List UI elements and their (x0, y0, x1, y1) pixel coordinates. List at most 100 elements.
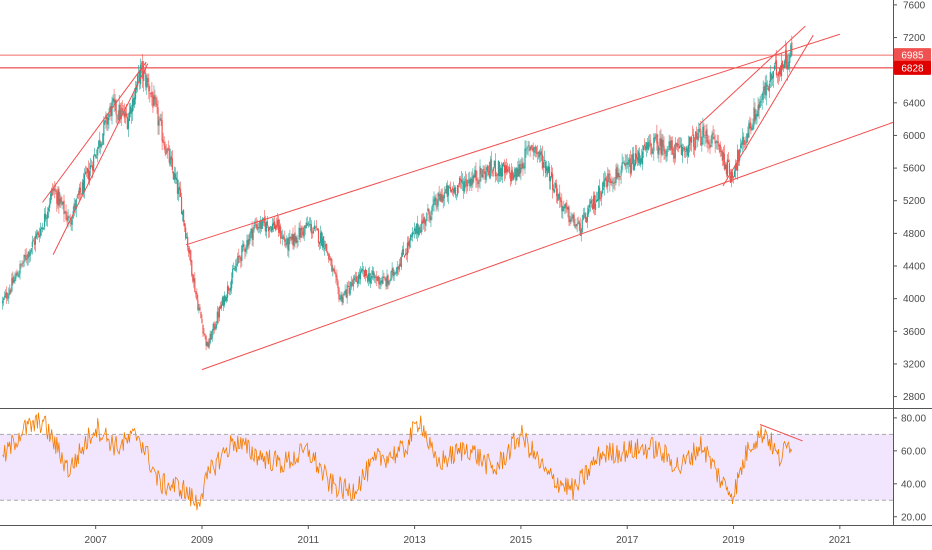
candle (39, 222, 42, 239)
candle (239, 255, 241, 263)
candle (383, 272, 385, 279)
candle (688, 136, 691, 153)
candle (236, 258, 238, 273)
candle (177, 179, 180, 202)
candle (375, 274, 377, 284)
candle (16, 269, 18, 276)
candle (526, 146, 528, 155)
candle (2, 296, 4, 310)
candle (106, 113, 108, 131)
candle (698, 122, 700, 142)
candle (260, 220, 262, 232)
candle (638, 147, 641, 166)
candle (233, 262, 235, 270)
candle (788, 53, 790, 70)
candle (195, 291, 197, 298)
candle (141, 60, 143, 74)
price-level-tag-label: 6828 (901, 63, 924, 74)
candle (774, 54, 777, 70)
candle (600, 190, 602, 202)
candle (406, 236, 409, 263)
candle (156, 96, 158, 114)
candle (27, 250, 29, 266)
candle (385, 276, 387, 290)
candle (164, 141, 166, 157)
candle (353, 274, 355, 285)
candle (279, 219, 281, 236)
candle (310, 220, 312, 239)
candle (776, 73, 779, 84)
candle (56, 188, 58, 212)
candle (571, 213, 573, 222)
candle (20, 263, 22, 269)
candle (281, 230, 283, 239)
candle (114, 94, 116, 112)
candle (416, 223, 418, 239)
candle (363, 269, 366, 279)
candle (354, 271, 356, 282)
candle (668, 134, 670, 151)
candle (549, 175, 552, 190)
candle (518, 157, 520, 177)
candle (439, 191, 441, 203)
candle (338, 286, 340, 303)
candle (440, 188, 442, 202)
candle (131, 94, 134, 121)
candle (762, 80, 764, 104)
candle (197, 294, 199, 312)
candle (645, 141, 647, 152)
candle (78, 183, 80, 201)
candle (696, 126, 698, 140)
candle (472, 168, 474, 188)
candle (285, 239, 287, 249)
candle (534, 144, 536, 158)
candle (541, 145, 543, 171)
candle (320, 230, 323, 246)
candle (389, 278, 391, 284)
candle (168, 145, 170, 167)
candle (161, 111, 163, 151)
candle (622, 156, 624, 164)
candle (352, 275, 354, 291)
candle (79, 181, 81, 199)
candle (605, 172, 607, 181)
candle (656, 124, 658, 151)
candle (581, 214, 583, 234)
candle (151, 82, 153, 107)
price-level-tag: 6985 (894, 48, 931, 63)
candle (216, 305, 218, 326)
candle (290, 236, 292, 242)
candle (154, 89, 156, 108)
candle (487, 165, 489, 176)
candle (407, 236, 410, 254)
candle (489, 156, 491, 180)
candle (772, 70, 775, 88)
candle (723, 144, 725, 171)
price-y-tick-label: 5600 (903, 164, 926, 175)
candle (531, 144, 533, 152)
candle (535, 146, 537, 158)
candle (671, 136, 673, 155)
candle (176, 171, 179, 200)
candle (103, 116, 105, 145)
osc-y-tick-label: 20.00 (901, 512, 926, 523)
candle (779, 65, 782, 77)
candle (476, 170, 478, 188)
candle (130, 104, 133, 124)
candle (120, 102, 122, 126)
candle (61, 196, 63, 206)
candle (228, 287, 231, 296)
candle (529, 146, 531, 158)
candle (550, 164, 553, 179)
candle (319, 225, 322, 249)
candle (173, 166, 175, 184)
candle (381, 276, 383, 286)
candle (724, 161, 726, 170)
candle (753, 98, 755, 129)
candle (610, 178, 612, 186)
candle (44, 206, 47, 222)
candle (523, 163, 525, 170)
candle (65, 204, 67, 222)
candle (640, 148, 643, 165)
candle (35, 229, 37, 240)
